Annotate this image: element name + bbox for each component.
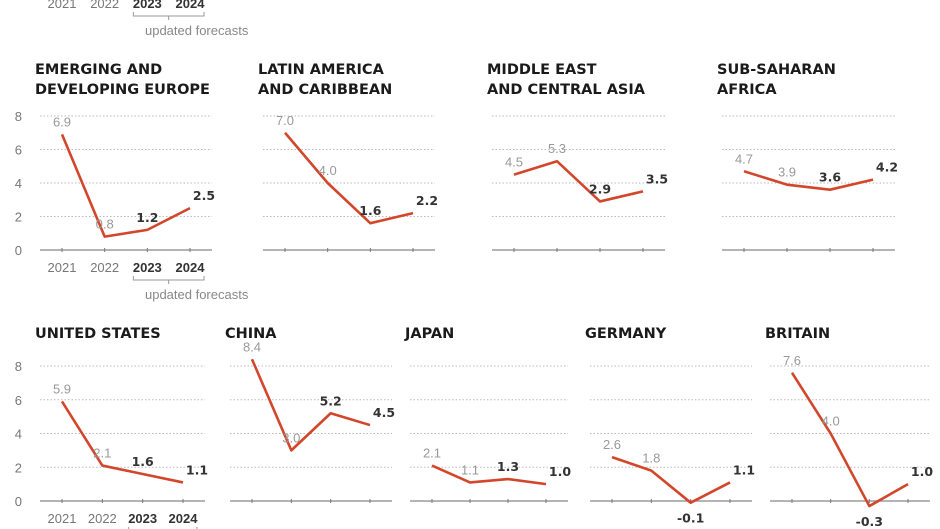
data-label: 3.0 — [282, 430, 300, 445]
data-label: 2.1 — [423, 446, 441, 461]
series-line — [611, 455, 731, 504]
data-label: 5.2 — [320, 393, 342, 408]
data-label: 1.1 — [733, 462, 755, 477]
x-tick-label: 2024 — [176, 260, 206, 275]
data-label: 1.1 — [186, 462, 208, 477]
forecast-annotation: updated forecasts — [145, 287, 249, 302]
data-label: 1.3 — [497, 459, 519, 474]
y-tick-label: 8 — [15, 109, 22, 124]
forecast-bracket — [132, 276, 205, 284]
y-tick-label: 4 — [15, 176, 22, 191]
panel-title: AFRICA — [717, 82, 777, 98]
series-line — [60, 400, 184, 484]
data-label: 1.1 — [461, 462, 479, 477]
panel-japan: JAPAN 2.1 1.1 1.3 1.0 — [404, 326, 571, 503]
panel-title: EMERGING AND — [35, 62, 162, 78]
data-label: 6.9 — [53, 114, 71, 129]
series-line — [431, 464, 547, 486]
panel-title: UNITED STATES — [35, 326, 161, 342]
panel-title: DEVELOPING EUROPE — [35, 82, 210, 98]
x-tick-label: 2021 — [48, 0, 77, 11]
x-tick-label: 2024 — [176, 0, 206, 11]
data-label: 5.3 — [548, 141, 566, 156]
data-label: 2.1 — [93, 446, 111, 461]
data-label: 1.6 — [132, 454, 154, 469]
data-label: 2.9 — [589, 181, 611, 196]
series-line — [790, 372, 909, 508]
panel-title: GERMANY — [585, 326, 667, 342]
data-label: 3.6 — [819, 170, 841, 185]
data-label: 1.0 — [911, 464, 933, 479]
x-tick-label: 2021 — [48, 260, 77, 275]
y-tick-label: 0 — [15, 243, 22, 258]
data-label: 4.7 — [735, 151, 753, 166]
data-label: 0.8 — [96, 217, 114, 232]
data-label: 2.2 — [416, 193, 438, 208]
series-line — [250, 358, 371, 452]
data-label: 5.9 — [53, 381, 71, 396]
panel-sub-saharan-africa: SUB-SAHARAN AFRICA 4.7 3.9 3.6 4.2 — [717, 62, 898, 252]
panel-title: AND CENTRAL ASIA — [487, 82, 646, 98]
x-tick-label: 2023 — [133, 260, 162, 275]
panel-britain: BRITAIN 7.6 4.0 -0.3 1.0 — [765, 326, 933, 529]
panel-title: CHINA — [225, 326, 277, 342]
top-year-legend: 2021 2022 2023 2024 updated forecasts — [48, 0, 249, 38]
panel-latin-america-and-caribbean: LATIN AMERICA AND CARIBBEAN 7.0 4.0 1.6 2.2 — [258, 62, 438, 252]
x-tick-label: 2022 — [90, 0, 119, 11]
forecast-annotation: updated forecasts — [145, 23, 249, 38]
y-tick-label: 2 — [15, 210, 22, 225]
series-line — [513, 159, 644, 203]
series-line — [60, 133, 191, 238]
panel-title: LATIN AMERICA — [258, 62, 385, 78]
data-label: 3.9 — [778, 165, 796, 180]
data-label: 1.6 — [359, 203, 381, 218]
panel-united-states: UNITED STATES 0 2 4 6 8 5.9 2.1 1.6 1.1 2021 2022 20… — [15, 326, 208, 529]
data-label: 1.2 — [136, 210, 158, 225]
data-label: -0.1 — [677, 511, 704, 526]
x-tick-label: 2022 — [90, 260, 119, 275]
series-line — [284, 131, 414, 225]
y-tick-label: 6 — [15, 143, 22, 158]
x-tick-label: 2022 — [88, 511, 117, 526]
data-label: -0.3 — [856, 514, 883, 529]
y-tick-label: 8 — [15, 359, 22, 374]
panel-title: AND CARIBBEAN — [258, 82, 392, 98]
panel-title: MIDDLE EAST — [487, 62, 597, 78]
y-tick-label: 0 — [15, 494, 22, 509]
panel-title: SUB-SAHARAN — [717, 62, 836, 78]
data-label: 2.5 — [193, 188, 215, 203]
data-label: 4.5 — [505, 155, 523, 170]
data-label: 4.2 — [876, 160, 898, 175]
x-tick-label: 2024 — [169, 511, 199, 526]
panel-emerging-and-developing-europe: EMERGING AND DEVELOPING EUROPE 0 2 4 6 8 6.9 0.8… — [15, 62, 249, 302]
panel-title: JAPAN — [404, 326, 454, 342]
data-label: 3.5 — [646, 171, 668, 186]
panel-title: BRITAIN — [765, 326, 830, 342]
panel-germany: GERMANY 2.6 1.8 -0.1 1.1 — [585, 326, 755, 526]
data-label: 1.8 — [642, 451, 660, 466]
data-label: 4.0 — [319, 163, 337, 178]
data-label: 7.6 — [783, 353, 801, 368]
data-label: 1.0 — [549, 464, 571, 479]
data-label: 2.6 — [603, 437, 621, 452]
forecast-bracket — [132, 12, 205, 20]
x-tick-label: 2023 — [128, 511, 157, 526]
data-label: 4.5 — [373, 405, 395, 420]
y-tick-label: 2 — [15, 460, 22, 475]
x-tick-label: 2021 — [48, 511, 77, 526]
data-label: 8.4 — [243, 339, 261, 354]
panel-middle-east-and-central-asia: MIDDLE EAST AND CENTRAL ASIA 4.5 5.3 2.9 3.5 — [487, 62, 668, 252]
data-label: 4.0 — [822, 414, 840, 429]
x-tick-label: 2023 — [133, 0, 162, 11]
data-label: 7.0 — [276, 113, 294, 128]
series-line — [743, 170, 874, 191]
y-tick-label: 4 — [15, 427, 22, 442]
y-tick-label: 6 — [15, 393, 22, 408]
